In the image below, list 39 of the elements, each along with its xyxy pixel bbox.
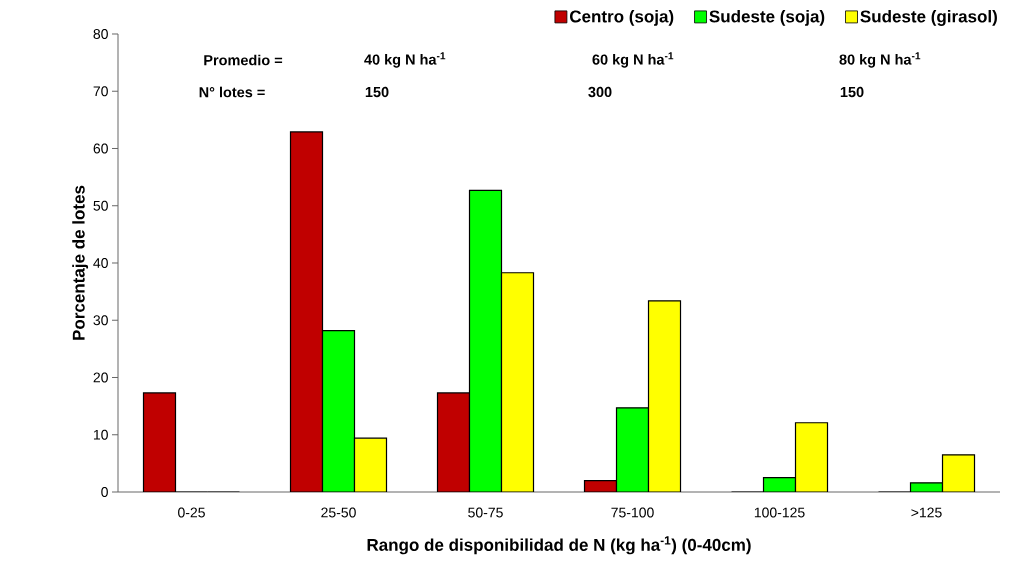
x-tick-label: 50-75 xyxy=(468,507,503,518)
annotation: 150 xyxy=(365,86,389,98)
y-axis-title: Porcentaje de lotes xyxy=(72,185,89,340)
annotation: 40 kg N ha$^{-1}$ xyxy=(364,52,446,68)
y-tick-label: 40 xyxy=(93,258,108,268)
bar xyxy=(289,131,324,492)
x-tick-label: >125 xyxy=(911,507,942,518)
annotation: 300 xyxy=(588,86,612,98)
legend-label: Sudeste (soja) xyxy=(709,9,825,26)
x-axis-title: Rango de disponibilidad de N (kg ha$^{-1}$) (0-40cm) xyxy=(367,536,751,555)
bar xyxy=(142,392,177,492)
annotation: 80 kg N ha$^{-1}$ xyxy=(839,52,921,68)
annotation: 150 xyxy=(840,86,864,98)
y-tick-label: 70 xyxy=(93,86,108,97)
bar xyxy=(468,189,503,492)
bar xyxy=(321,329,356,492)
x-tick-label: 100-125 xyxy=(754,507,805,518)
bar xyxy=(500,272,535,492)
bar xyxy=(941,454,976,492)
bar xyxy=(436,392,471,492)
y-tick-label: 30 xyxy=(93,315,108,326)
x-tick-label: 25-50 xyxy=(321,507,356,518)
y-tick-label: 0 xyxy=(101,487,108,497)
y-tick-label: 60 xyxy=(93,143,108,154)
y-tick-label: 10 xyxy=(93,429,108,440)
y-tick-label: 20 xyxy=(93,372,108,383)
annotation: 60 kg N ha$^{-1}$ xyxy=(592,52,674,68)
annotation: N° lotes = xyxy=(199,86,265,98)
bar xyxy=(615,407,650,492)
x-tick-label: 75-100 xyxy=(611,507,654,518)
bar xyxy=(647,300,682,492)
y-tick-label: 80 xyxy=(93,29,108,39)
bar xyxy=(794,422,829,492)
y-tick-label: 50 xyxy=(93,200,108,211)
annotation: Promedio = xyxy=(204,54,283,66)
bar xyxy=(353,437,388,492)
legend-label: Sudeste (girasol) xyxy=(860,9,997,26)
legend-label: Centro (soja) xyxy=(570,9,674,26)
x-tick-label: 0-25 xyxy=(178,507,205,518)
